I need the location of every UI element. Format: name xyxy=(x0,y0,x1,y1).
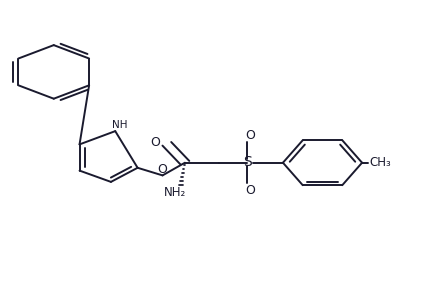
Text: O: O xyxy=(158,163,167,176)
Text: CH₃: CH₃ xyxy=(370,156,392,169)
Text: S: S xyxy=(243,155,252,169)
Text: NH₂: NH₂ xyxy=(164,186,187,199)
Text: O: O xyxy=(245,184,255,197)
Text: O: O xyxy=(150,136,160,149)
Text: NH: NH xyxy=(112,120,127,130)
Text: O: O xyxy=(245,129,255,142)
